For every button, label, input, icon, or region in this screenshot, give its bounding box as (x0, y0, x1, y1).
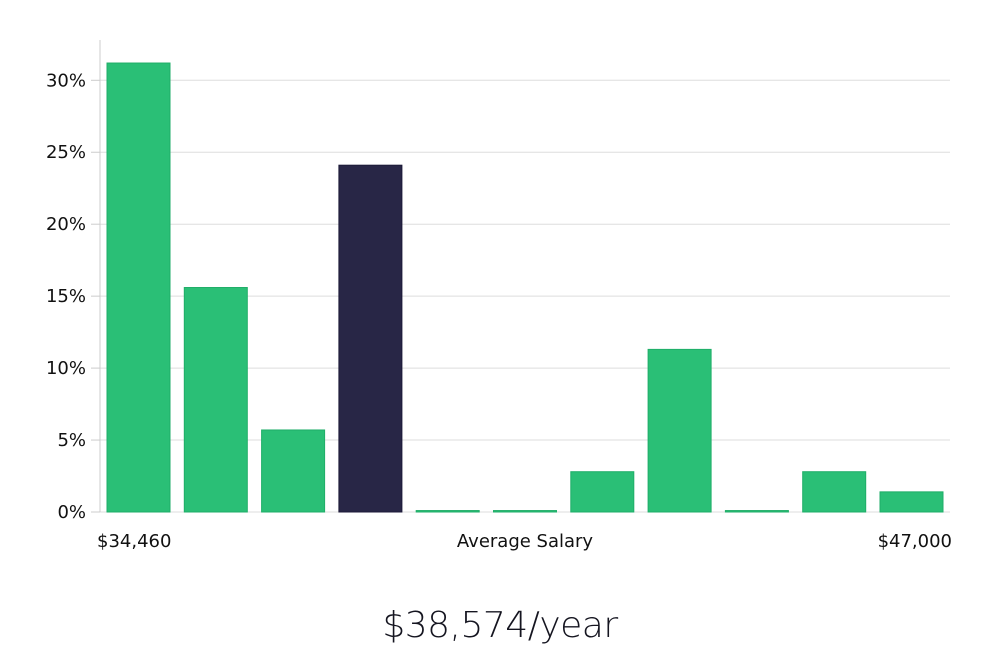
y-tick-label: 30% (46, 70, 86, 91)
y-tick-label: 20% (46, 214, 86, 235)
x-center-label: Average Salary (457, 531, 594, 552)
bar (802, 471, 867, 513)
bar (647, 348, 712, 513)
bars (106, 62, 944, 513)
y-tick-label: 15% (46, 286, 86, 307)
y-tick-label: 25% (46, 142, 86, 163)
y-tick-label: 0% (57, 502, 86, 523)
bar (570, 471, 635, 513)
bar (106, 62, 171, 513)
bar (724, 510, 789, 513)
bar (879, 491, 944, 513)
x-end-label: $47,000 (878, 531, 952, 552)
bar (183, 287, 248, 513)
bar (493, 510, 557, 513)
y-tick-labels: 0% 5% 10% 15% 20% 25% 30% (46, 70, 100, 523)
x-start-label: $34,460 (97, 531, 171, 552)
bar (415, 510, 480, 513)
y-tick-label: 5% (57, 430, 86, 451)
salary-histogram: 0% 5% 10% 15% 20% 25% 30% $34,460 Average Sala… (46, 40, 952, 552)
bar (261, 429, 326, 513)
average-salary-headline: $38,574/year (382, 605, 618, 646)
y-tick-label: 10% (46, 358, 86, 379)
average-salary-bar (338, 164, 403, 513)
